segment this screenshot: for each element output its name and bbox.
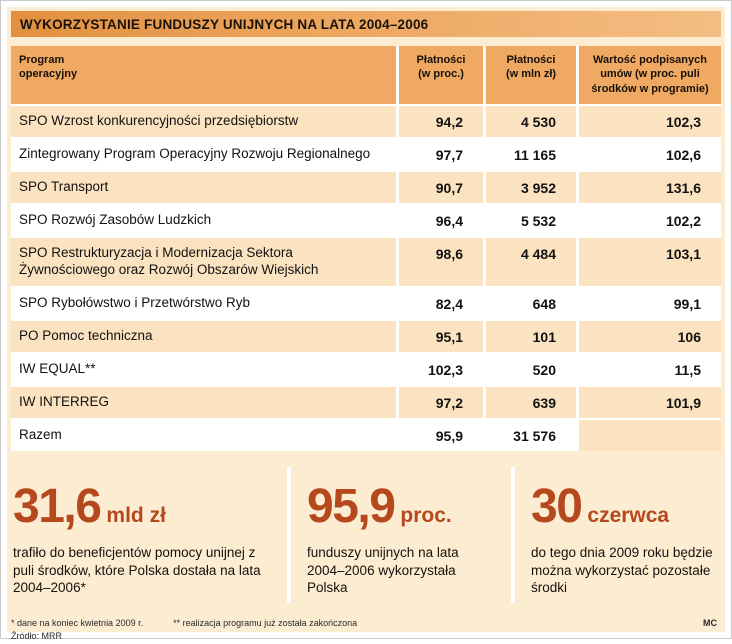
page-title: WYKORZYSTANIE FUNDUSZY UNIJNYCH NA LATA … (20, 16, 429, 32)
stat-description: do tego dnia 2009 roku będzie można wyko… (531, 545, 713, 596)
cell-program: IW EQUAL** (11, 354, 396, 385)
cell-program: SPO Rybołówstwo i Przetwórstwo Ryb (11, 288, 396, 319)
stat-value-line: 30 czerwca (531, 479, 713, 534)
cell-payments-mln: 11 165 (486, 139, 576, 170)
footnote-2: ** realizacja programu już została zakoń… (173, 617, 358, 628)
cell-contracts-value: 102,3 (579, 106, 721, 137)
cell-program: PO Pomoc techniczna (11, 321, 396, 352)
cell-program: SPO Transport (11, 172, 396, 203)
source-note: Źródło: MRR (11, 631, 63, 642)
column-header-program: Program operacyjny (11, 46, 396, 104)
cell-payments-percent: 95,1 (399, 321, 483, 352)
column-header-contracts-value: Wartość podpisanych umów (w proc. puli ś… (579, 46, 721, 104)
cell-payments-percent-total: 95,9 (399, 420, 483, 451)
stat-value: 31,6 (13, 480, 102, 533)
cell-contracts-value: 103,1 (579, 238, 721, 286)
title-bar: WYKORZYSTANIE FUNDUSZY UNIJNYCH NA LATA … (11, 11, 721, 37)
cell-contracts-value: 101,9 (579, 387, 721, 418)
stat-value-line: 95,9 proc. (307, 479, 503, 534)
column-header-payments-percent: Płatności (w proc.) (399, 46, 483, 104)
cell-program: SPO Restrukturyzacja i Modernizacja Sekt… (11, 238, 396, 286)
stat-block-percent: 95,9 proc. funduszy unijnych na lata 2004… (287, 467, 511, 603)
footnotes: * dane na koniec kwietnia 2009 r. ** real… (11, 617, 721, 644)
cell-payments-percent: 97,2 (399, 387, 483, 418)
cell-payments-mln: 3 952 (486, 172, 576, 203)
cell-payments-mln: 639 (486, 387, 576, 418)
cell-program-total: Razem (11, 420, 396, 451)
cell-payments-percent: 94,2 (399, 106, 483, 137)
stat-value: 95,9 (307, 480, 396, 533)
cell-contracts-value: 131,6 (579, 172, 721, 203)
cell-contracts-value: 11,5 (579, 354, 721, 385)
cell-payments-mln: 101 (486, 321, 576, 352)
cell-contracts-value: 102,6 (579, 139, 721, 170)
cell-payments-percent: 90,7 (399, 172, 483, 203)
cell-payments-mln-total: 31 576 (486, 420, 576, 451)
cell-payments-mln: 520 (486, 354, 576, 385)
cell-payments-percent: 82,4 (399, 288, 483, 319)
cell-contracts-value-total (579, 420, 721, 451)
cell-contracts-value: 99,1 (579, 288, 721, 319)
stat-description: funduszy unijnych na lata 2004–2006 wyko… (307, 545, 459, 596)
cell-payments-percent: 102,3 (399, 354, 483, 385)
infographic-background: WYKORZYSTANIE FUNDUSZY UNIJNYCH NA LATA … (7, 7, 725, 641)
stat-unit: mld zł (106, 504, 166, 527)
footnote-line: * dane na koniec kwietnia 2009 r. ** real… (11, 617, 721, 631)
stat-unit: proc. (400, 504, 452, 527)
footnote-1: * dane na koniec kwietnia 2009 r. (11, 617, 144, 628)
cell-program: SPO Wzrost konkurencyjności przedsiębior… (11, 106, 396, 137)
cell-program: Zintegrowany Program Operacyjny Rozwoju … (11, 139, 396, 170)
cell-contracts-value: 102,2 (579, 205, 721, 236)
stat-unit: czerwca (587, 504, 670, 527)
cell-payments-percent: 96,4 (399, 205, 483, 236)
cell-payments-mln: 648 (486, 288, 576, 319)
stat-value: 30 (531, 480, 583, 533)
stat-value-line: 31,6 mld zł (13, 479, 279, 534)
cell-program: SPO Rozwój Zasobów Ludzkich (11, 205, 396, 236)
cell-payments-mln: 4 530 (486, 106, 576, 137)
cell-program: IW INTERREG (11, 387, 396, 418)
stat-description: trafiło do beneficjentów pomocy unijnej … (13, 545, 261, 596)
cell-payments-mln: 5 532 (486, 205, 576, 236)
cell-payments-percent: 97,7 (399, 139, 483, 170)
stat-block-amount: 31,6 mld zł trafiło do beneficjentów pomo… (11, 467, 287, 603)
cell-contracts-value: 106 (579, 321, 721, 352)
funds-table: Program operacyjny Płatności (w proc.) P… (11, 46, 721, 451)
author-credit: MC (703, 618, 717, 628)
stat-block-deadline: 30 czerwca do tego dnia 2009 roku będzie … (511, 467, 721, 603)
cell-payments-percent: 98,6 (399, 238, 483, 286)
cell-payments-mln: 4 484 (486, 238, 576, 286)
column-header-payments-mln: Płatności (w mln zł) (486, 46, 576, 104)
key-stats: 31,6 mld zł trafiło do beneficjentów pomo… (11, 467, 721, 603)
